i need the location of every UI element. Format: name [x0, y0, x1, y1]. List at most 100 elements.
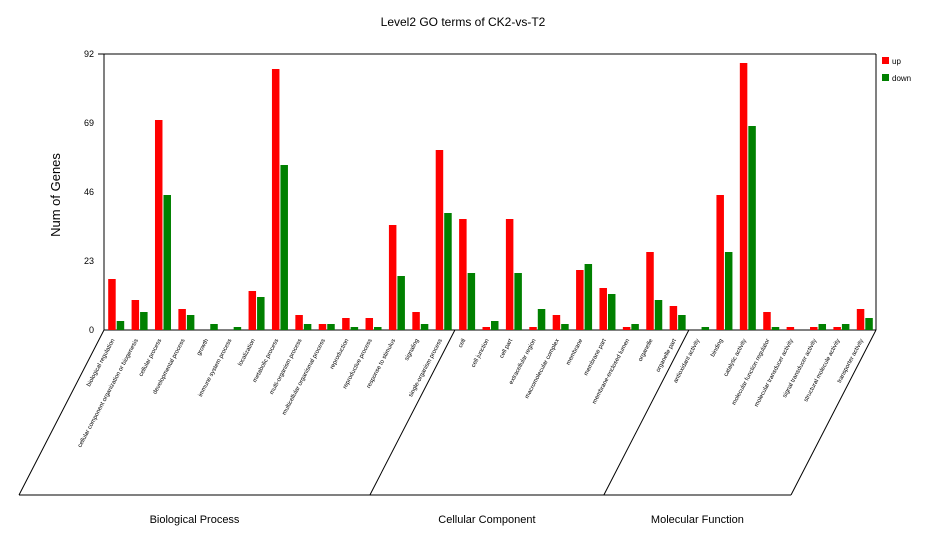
bar-down	[210, 324, 218, 330]
y-axis-label: Num of Genes	[48, 153, 63, 237]
bar-down	[420, 324, 429, 330]
y-tick-label: 23	[84, 256, 94, 266]
bar-down	[140, 312, 148, 330]
bar-down	[397, 276, 405, 330]
category-label: organelle part	[655, 338, 678, 374]
category-label: localization	[238, 338, 257, 367]
bar-down	[257, 297, 265, 330]
bar-down	[327, 324, 335, 330]
category-label: cell	[458, 338, 468, 349]
category-label: transporter activity	[837, 338, 865, 384]
bar-down	[841, 324, 850, 330]
bar-up	[459, 219, 467, 330]
floor-left-edge	[18, 329, 105, 496]
bar-up	[365, 318, 374, 330]
bar-up	[435, 150, 444, 330]
bar-up	[482, 327, 490, 330]
bar-up	[248, 291, 257, 330]
chart-title: Level2 GO terms of CK2-vs-T2	[381, 15, 546, 29]
bar-down	[771, 327, 780, 330]
bar-down	[491, 321, 499, 330]
y-tick-label: 92	[84, 49, 94, 59]
bar-down	[748, 126, 756, 330]
bar-down	[724, 252, 733, 330]
bar-up	[622, 327, 631, 330]
bar-down	[584, 264, 593, 330]
bar-down	[280, 165, 288, 330]
legend-swatch-down	[882, 74, 889, 81]
bar-up	[576, 270, 584, 330]
bar-down	[233, 327, 242, 330]
floor-right-edge	[790, 329, 877, 496]
bar-up	[786, 327, 795, 330]
group-separator	[603, 329, 690, 496]
y-tick-label: 46	[84, 187, 94, 197]
bar-down	[537, 309, 546, 330]
bar-down	[678, 315, 686, 330]
category-label: metabolic process	[252, 338, 280, 384]
bar-down	[467, 273, 476, 330]
bar-up	[599, 288, 607, 330]
bar-up	[271, 69, 280, 330]
category-label: cellular process	[138, 338, 163, 378]
y-axis-ticks: 0 23 46 69 92	[84, 49, 94, 335]
category-label: catalytic activity	[723, 338, 748, 378]
plot-frame	[18, 53, 877, 496]
category-label: binding	[710, 338, 724, 358]
category-label: membrane	[566, 338, 585, 367]
bar-up	[529, 327, 537, 330]
group-label: Cellular Component	[438, 514, 535, 526]
category-label: cell junction	[471, 338, 491, 369]
bar-up	[388, 225, 397, 330]
bar-up	[505, 219, 514, 330]
bar-down	[561, 324, 569, 330]
bar-up	[716, 195, 724, 330]
bar-up	[856, 309, 865, 330]
bar-down	[818, 324, 827, 330]
bar-down	[186, 315, 195, 330]
bar-up	[810, 327, 818, 330]
bar-down	[654, 300, 663, 330]
bar-up	[131, 300, 140, 330]
category-label: reproduction	[329, 338, 350, 370]
bars	[108, 63, 873, 330]
group-label: Molecular Function	[651, 514, 744, 526]
bar-up	[342, 318, 350, 330]
group-separator	[369, 329, 456, 496]
bar-up	[178, 309, 186, 330]
bar-down	[163, 195, 171, 330]
bar-up	[412, 312, 420, 330]
bar-down	[631, 324, 639, 330]
category-label: organelle	[638, 338, 655, 363]
group-labels: Biological Process Cellular Component Mole…	[150, 514, 744, 526]
bar-down	[607, 294, 616, 330]
bar-down	[701, 327, 710, 330]
group-label: Biological Process	[150, 514, 240, 526]
legend: up down	[882, 57, 911, 83]
bar-up	[646, 252, 654, 330]
category-label: cell part	[499, 338, 514, 360]
bar-down	[374, 327, 382, 330]
bar-down	[444, 213, 452, 330]
bar-down	[350, 327, 359, 330]
category-label: membrane part	[583, 338, 608, 377]
bar-up	[763, 312, 771, 330]
y-tick-label: 0	[89, 325, 94, 335]
bar-down	[865, 318, 873, 330]
bar-down	[303, 324, 312, 330]
bar-up	[318, 324, 327, 330]
y-tick-label: 69	[84, 118, 94, 128]
bar-up	[108, 279, 116, 330]
bar-up	[669, 306, 678, 330]
bar-up	[154, 120, 163, 330]
legend-swatch-up	[882, 57, 889, 64]
bar-up	[295, 315, 303, 330]
bar-up	[739, 63, 748, 330]
category-label: antioxidant activity	[673, 338, 701, 384]
category-label: multicellular organismal process	[282, 338, 327, 416]
bar-up	[833, 327, 841, 330]
bar-down	[514, 273, 522, 330]
